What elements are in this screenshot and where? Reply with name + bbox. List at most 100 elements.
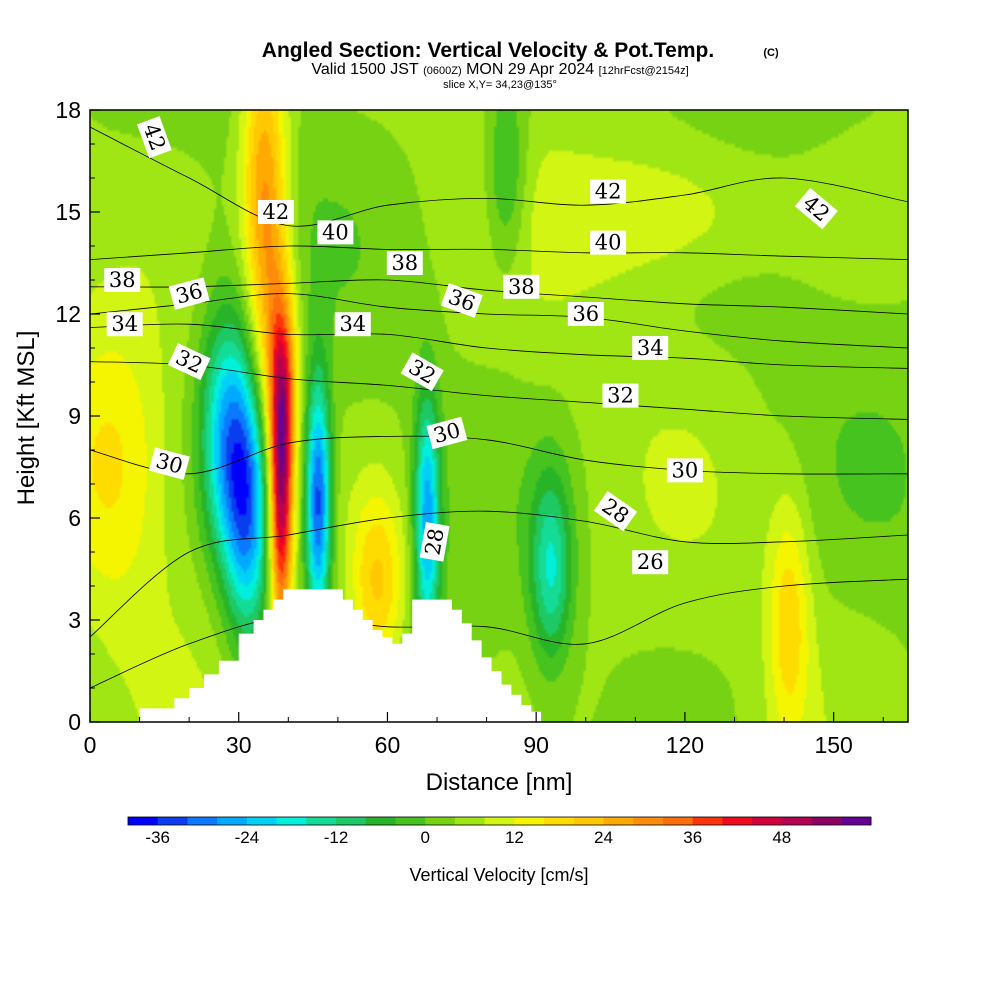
contour-label-box (567, 302, 604, 326)
contour-label-box (503, 274, 540, 299)
theta-contour-42 (89, 126, 909, 227)
contour-label-text: 34 (111, 312, 138, 336)
colorbar-swatch (544, 817, 575, 825)
contour-label-text: 36 (572, 302, 599, 326)
contour-label-box (317, 220, 354, 245)
colorbar-swatch (276, 817, 307, 825)
colorbar-frame (127, 816, 872, 826)
contour-label-box (386, 251, 423, 275)
colorbar-swatch (722, 817, 753, 825)
contour-label-text: 42 (595, 180, 622, 204)
theta-contour-32 (89, 361, 909, 420)
chart-subtitle: Valid 1500 JST (0600Z) MON 29 Apr 2024 [… (311, 61, 688, 78)
colorbar-tick-label: 12 (505, 828, 524, 847)
contour-label-26: 26 (632, 550, 669, 575)
contour-label-text: 38 (508, 275, 535, 299)
contour-label-box (257, 200, 294, 224)
contour-label-34: 34 (632, 336, 669, 360)
contour-label-30: 30 (666, 458, 703, 483)
colorbar-tick-label: -24 (235, 828, 260, 847)
contour-label-box (167, 343, 211, 381)
contour-label-box (168, 277, 210, 310)
contour-label-text: 30 (672, 458, 699, 482)
colorbar-swatch (514, 817, 545, 825)
contour-label-box (602, 383, 639, 408)
y-tick-label: 15 (55, 199, 81, 225)
x-tick-label: 30 (226, 732, 252, 758)
contour-label-box (419, 521, 450, 562)
theta-contour-34 (89, 323, 909, 369)
colorbar-tick-label: 48 (772, 828, 791, 847)
contour-label-38: 38 (386, 251, 423, 275)
terrain-profile (90, 589, 542, 722)
contour-label-text: 40 (322, 220, 349, 244)
y-axis: 0 3 6 9 12 15 18 (55, 97, 100, 735)
contour-label-34: 34 (334, 312, 371, 337)
colorbar: -36 -24 -12 0 12 24 36 48 (127, 816, 872, 847)
colorbar-swatch (336, 817, 367, 825)
potential-temperature-contours (89, 126, 909, 689)
chart-slice-info: slice X,Y= 34,23@135° (443, 79, 557, 91)
contour-label-box (666, 458, 703, 483)
theta-contour-40 (89, 245, 909, 260)
y-tick-label: 9 (68, 403, 81, 429)
contour-label-box (104, 268, 141, 292)
contour-label-text: 34 (339, 312, 366, 336)
colorbar-swatch (633, 817, 664, 825)
colorbar-swatch (781, 817, 812, 825)
colorbar-swatch (395, 817, 426, 825)
colorbar-swatch (662, 817, 694, 825)
contour-label-32: 32 (602, 383, 639, 408)
colorbar-tick-label: 0 (420, 828, 429, 847)
contour-label-42: 42 (136, 116, 172, 159)
theta-contour-38 (89, 279, 909, 315)
subtitle-forecast-info: [12hrFcst@2154z] (599, 65, 689, 77)
contour-label-box (400, 352, 444, 392)
colorbar-tick-label: 36 (683, 828, 702, 847)
colorbar-swatch (752, 817, 783, 825)
colorbar-swatch (573, 817, 604, 825)
contour-label-42: 42 (257, 200, 294, 224)
colorbar-swatch (365, 817, 396, 825)
contour-label-text: 38 (109, 268, 136, 292)
x-tick-label: 150 (814, 732, 852, 758)
colorbar-swatch (306, 817, 337, 825)
contour-label-box (632, 336, 669, 360)
contour-label-box (136, 116, 172, 159)
y-tick-label: 0 (68, 709, 81, 735)
y-axis-title: Height [Kft MSL] (13, 331, 40, 506)
contour-label-text: 38 (391, 251, 418, 275)
x-tick-label: 0 (84, 732, 97, 758)
colorbar-swatch (692, 817, 723, 825)
colorbar-swatch (484, 817, 515, 825)
colorbar-swatch (128, 817, 159, 825)
contour-label-38: 38 (503, 274, 540, 299)
x-tick-label: 120 (666, 732, 704, 758)
theta-contour-26 (89, 578, 909, 689)
subtitle-valid-time: Valid 1500 JST (311, 61, 419, 78)
subtitle-utc-time: (0600Z) (423, 65, 462, 77)
theta-contour-36 (89, 293, 909, 349)
contour-label-box (590, 230, 627, 255)
contour-label-box (148, 447, 190, 480)
chart-header: Angled Section: Vertical Velocity & Pot.… (262, 39, 779, 91)
contour-label-box (632, 550, 669, 575)
x-axis-title: Distance [nm] (426, 769, 573, 796)
theta-contour-28 (89, 510, 909, 638)
x-axis: 0 30 60 90 120 150 (84, 712, 884, 758)
contour-label-box (593, 491, 638, 532)
y-tick-label: 3 (68, 607, 81, 633)
colorbar-title: Vertical Velocity [cm/s] (409, 865, 588, 885)
contour-label-28: 28 (419, 521, 450, 562)
y-tick-label: 6 (68, 505, 81, 531)
contour-label-box (440, 282, 483, 318)
colorbar-swatch (246, 817, 277, 825)
contour-label-text: 28 (420, 527, 448, 557)
contour-label-text: 34 (637, 336, 664, 360)
vertical-velocity-field (90, 110, 908, 722)
contour-label-40: 40 (317, 220, 354, 245)
x-tick-label: 60 (375, 732, 401, 758)
colorbar-swatch (811, 817, 842, 825)
